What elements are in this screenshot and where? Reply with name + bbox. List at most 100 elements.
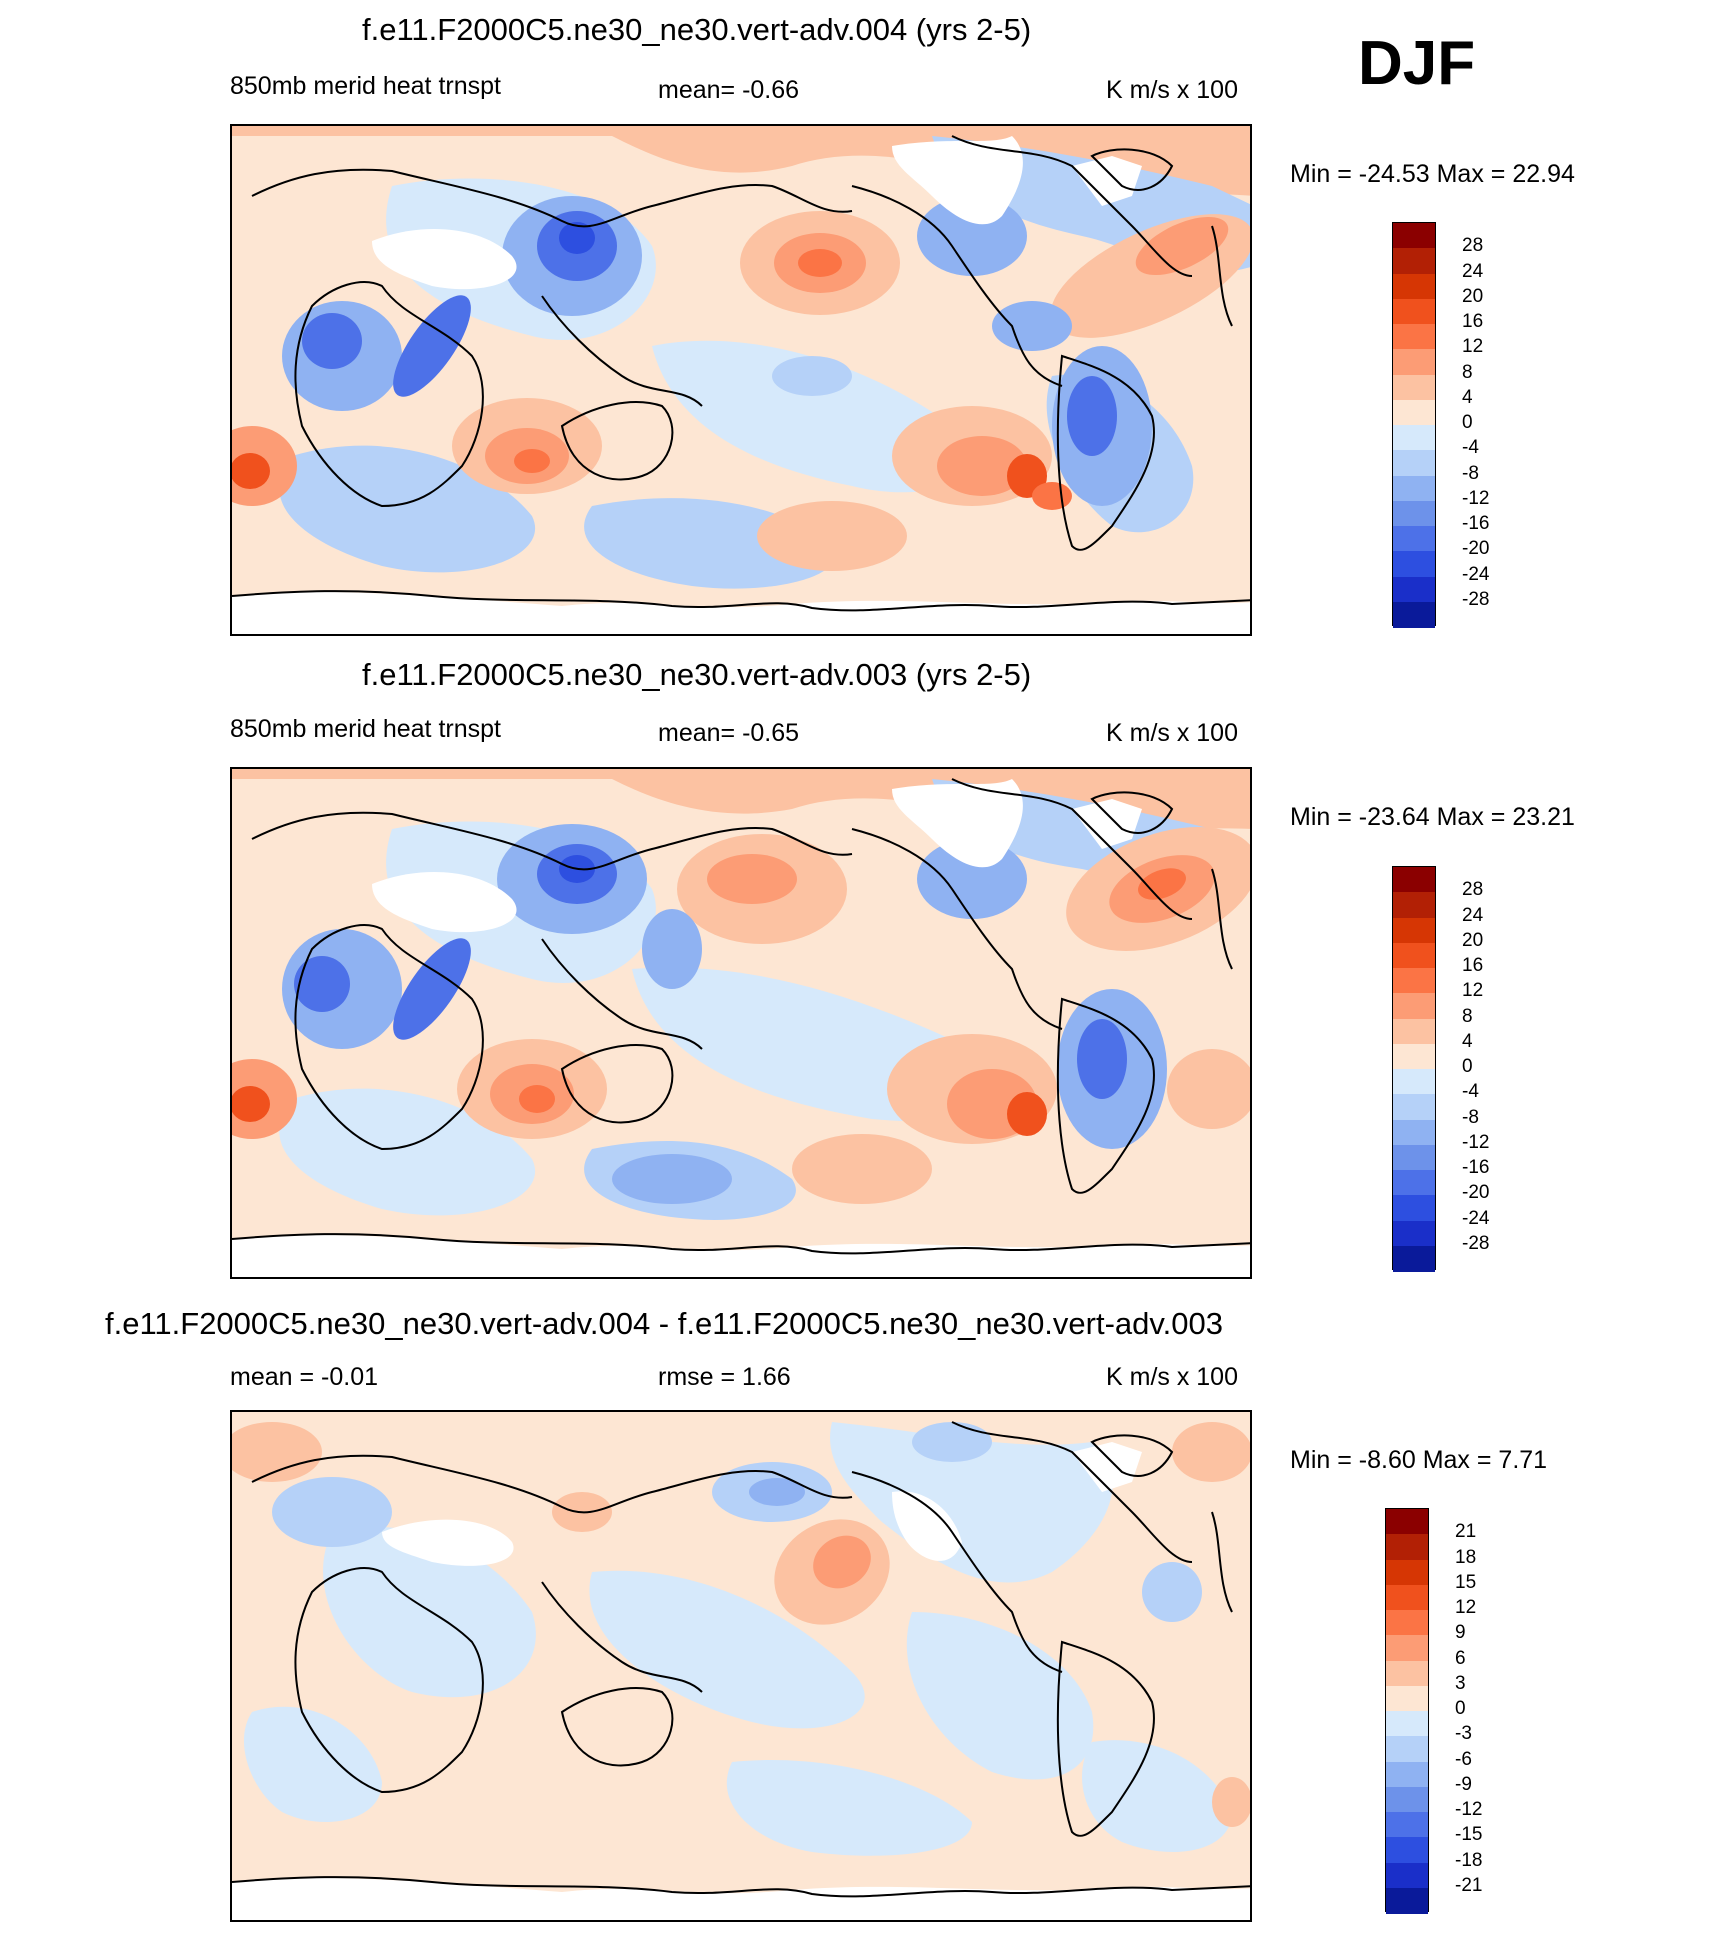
colorbar-bin	[1386, 1837, 1428, 1863]
mean-label: mean= -0.65	[658, 719, 800, 747]
colorbar-bin	[1393, 475, 1435, 502]
colorbar-bin	[1386, 1509, 1428, 1535]
colorbar-tick-label: 6	[1455, 1647, 1466, 1669]
colorbar-tick-label: -24	[1462, 563, 1490, 585]
colorbar-tick-label: 4	[1462, 386, 1473, 408]
colorbar-tick-label: 28	[1462, 879, 1484, 901]
colorbar-tick-label: -12	[1462, 487, 1490, 509]
colorbar-bin	[1393, 399, 1435, 426]
colorbar-bin	[1386, 1559, 1428, 1586]
colorbar-bin	[1393, 248, 1435, 274]
colorbar-bin	[1393, 1043, 1435, 1070]
panel-title: f.e11.F2000C5.ne30_ne30.vert-adv.003 (yr…	[362, 657, 1032, 692]
colorbar-tick-label: -3	[1455, 1723, 1472, 1745]
colorbar-tick-label: -28	[1462, 588, 1490, 610]
colorbar-tick-label: -12	[1462, 1131, 1490, 1153]
colorbar-bin	[1386, 1610, 1428, 1636]
colorbar-tick-label: 16	[1462, 955, 1484, 976]
colorbar-tick-label: -20	[1462, 538, 1490, 560]
colorbar-bin	[1393, 1220, 1435, 1247]
colorbar-bin	[1386, 1887, 1428, 1914]
colorbar-tick-label: -4	[1462, 437, 1479, 459]
colorbar-bin	[1393, 1094, 1435, 1120]
colorbar-tick-label: 0	[1455, 1698, 1466, 1719]
colorbar-bin	[1386, 1711, 1428, 1737]
colorbar-tick-label: -8	[1462, 462, 1479, 484]
colorbar-tick-label: 20	[1462, 285, 1484, 307]
colorbar-tick-label: 3	[1455, 1672, 1466, 1694]
colorbar-tick-label: -16	[1462, 513, 1490, 534]
colorbar-bin	[1393, 298, 1435, 325]
variable-label: 850mb merid heat trnspt	[230, 715, 501, 743]
colorbar-bin	[1393, 425, 1435, 451]
variable-label: 850mb merid heat trnspt	[230, 72, 501, 100]
colorbar	[1392, 866, 1436, 1272]
colorbar-bin	[1386, 1584, 1428, 1611]
colorbar-bin	[1393, 1144, 1435, 1171]
colorbar-tick-label: -4	[1462, 1081, 1479, 1103]
mean-label: mean = -0.01	[230, 1363, 379, 1391]
colorbar-tick-label: 20	[1462, 929, 1484, 951]
colorbar-bin	[1393, 1170, 1435, 1196]
units-label: K m/s x 100	[1106, 719, 1238, 747]
units-label: K m/s x 100	[1106, 76, 1238, 104]
rmse-label: rmse = 1.66	[658, 1363, 791, 1391]
map-plot	[230, 1410, 1252, 1922]
colorbar-tick-label: -21	[1455, 1874, 1483, 1896]
colorbar-tick-label: 28	[1462, 235, 1484, 257]
colorbar-bin	[1386, 1635, 1428, 1661]
colorbar-bin	[1393, 223, 1435, 249]
colorbar-bin	[1393, 576, 1435, 603]
colorbar-tick-label: -12	[1455, 1799, 1483, 1820]
colorbar-tick-label: -8	[1462, 1106, 1479, 1128]
colorbar-bin	[1393, 1195, 1435, 1221]
colorbar-bin	[1393, 993, 1435, 1019]
colorbar-tick-label: -6	[1455, 1748, 1472, 1770]
colorbar	[1385, 1508, 1429, 1914]
colorbar-bin	[1386, 1786, 1428, 1813]
colorbar-bin	[1393, 1069, 1435, 1095]
colorbar-tick-label: 24	[1462, 260, 1484, 282]
colorbar-tick-label: 12	[1462, 336, 1484, 358]
contour-field	[232, 769, 1250, 1277]
season-label: DJF	[1358, 29, 1476, 98]
colorbar-tick-label: 9	[1455, 1622, 1466, 1644]
colorbar-bin	[1393, 942, 1435, 969]
colorbar-bin	[1393, 324, 1435, 350]
colorbar-bin	[1386, 1660, 1428, 1687]
colorbar	[1392, 222, 1436, 628]
colorbar-tick-label: -28	[1462, 1232, 1490, 1254]
colorbar-bin	[1393, 349, 1435, 375]
colorbar-bin	[1386, 1862, 1428, 1889]
colorbar-tick-label: 16	[1462, 311, 1484, 332]
colorbar-tick-label: 24	[1462, 904, 1484, 926]
colorbar-bin	[1386, 1685, 1428, 1712]
panel-title: f.e11.F2000C5.ne30_ne30.vert-adv.004 (yr…	[362, 12, 1032, 47]
colorbar-bin	[1393, 917, 1435, 944]
colorbar-tick-label: 15	[1455, 1571, 1477, 1593]
colorbar-tick-label: -16	[1462, 1157, 1490, 1178]
colorbar-bin	[1393, 551, 1435, 577]
colorbar-bin	[1393, 1018, 1435, 1045]
colorbar-tick-label: 0	[1462, 1056, 1473, 1077]
colorbar-tick-label: 18	[1455, 1546, 1477, 1568]
colorbar-bin	[1393, 1119, 1435, 1146]
colorbar-bin	[1393, 968, 1435, 994]
colorbar-bin	[1393, 450, 1435, 476]
colorbar-bin	[1393, 892, 1435, 918]
colorbar-bin	[1393, 1245, 1435, 1272]
panel-title: f.e11.F2000C5.ne30_ne30.vert-adv.004 - f…	[105, 1306, 1223, 1341]
map-plot	[230, 767, 1252, 1279]
colorbar-bin	[1393, 273, 1435, 300]
map-plot	[230, 124, 1252, 636]
colorbar-tick-label: 12	[1455, 1597, 1477, 1618]
contour-field	[232, 126, 1250, 634]
colorbar-bin	[1386, 1761, 1428, 1788]
colorbar-tick-label: -15	[1455, 1824, 1483, 1846]
colorbar-tick-label: -20	[1462, 1182, 1490, 1204]
mean-label: mean= -0.66	[658, 76, 800, 104]
colorbar-bin	[1386, 1736, 1428, 1762]
colorbar-tick-label: -24	[1462, 1207, 1490, 1229]
colorbar-bin	[1393, 500, 1435, 527]
colorbar-tick-label: 4	[1462, 1030, 1473, 1052]
